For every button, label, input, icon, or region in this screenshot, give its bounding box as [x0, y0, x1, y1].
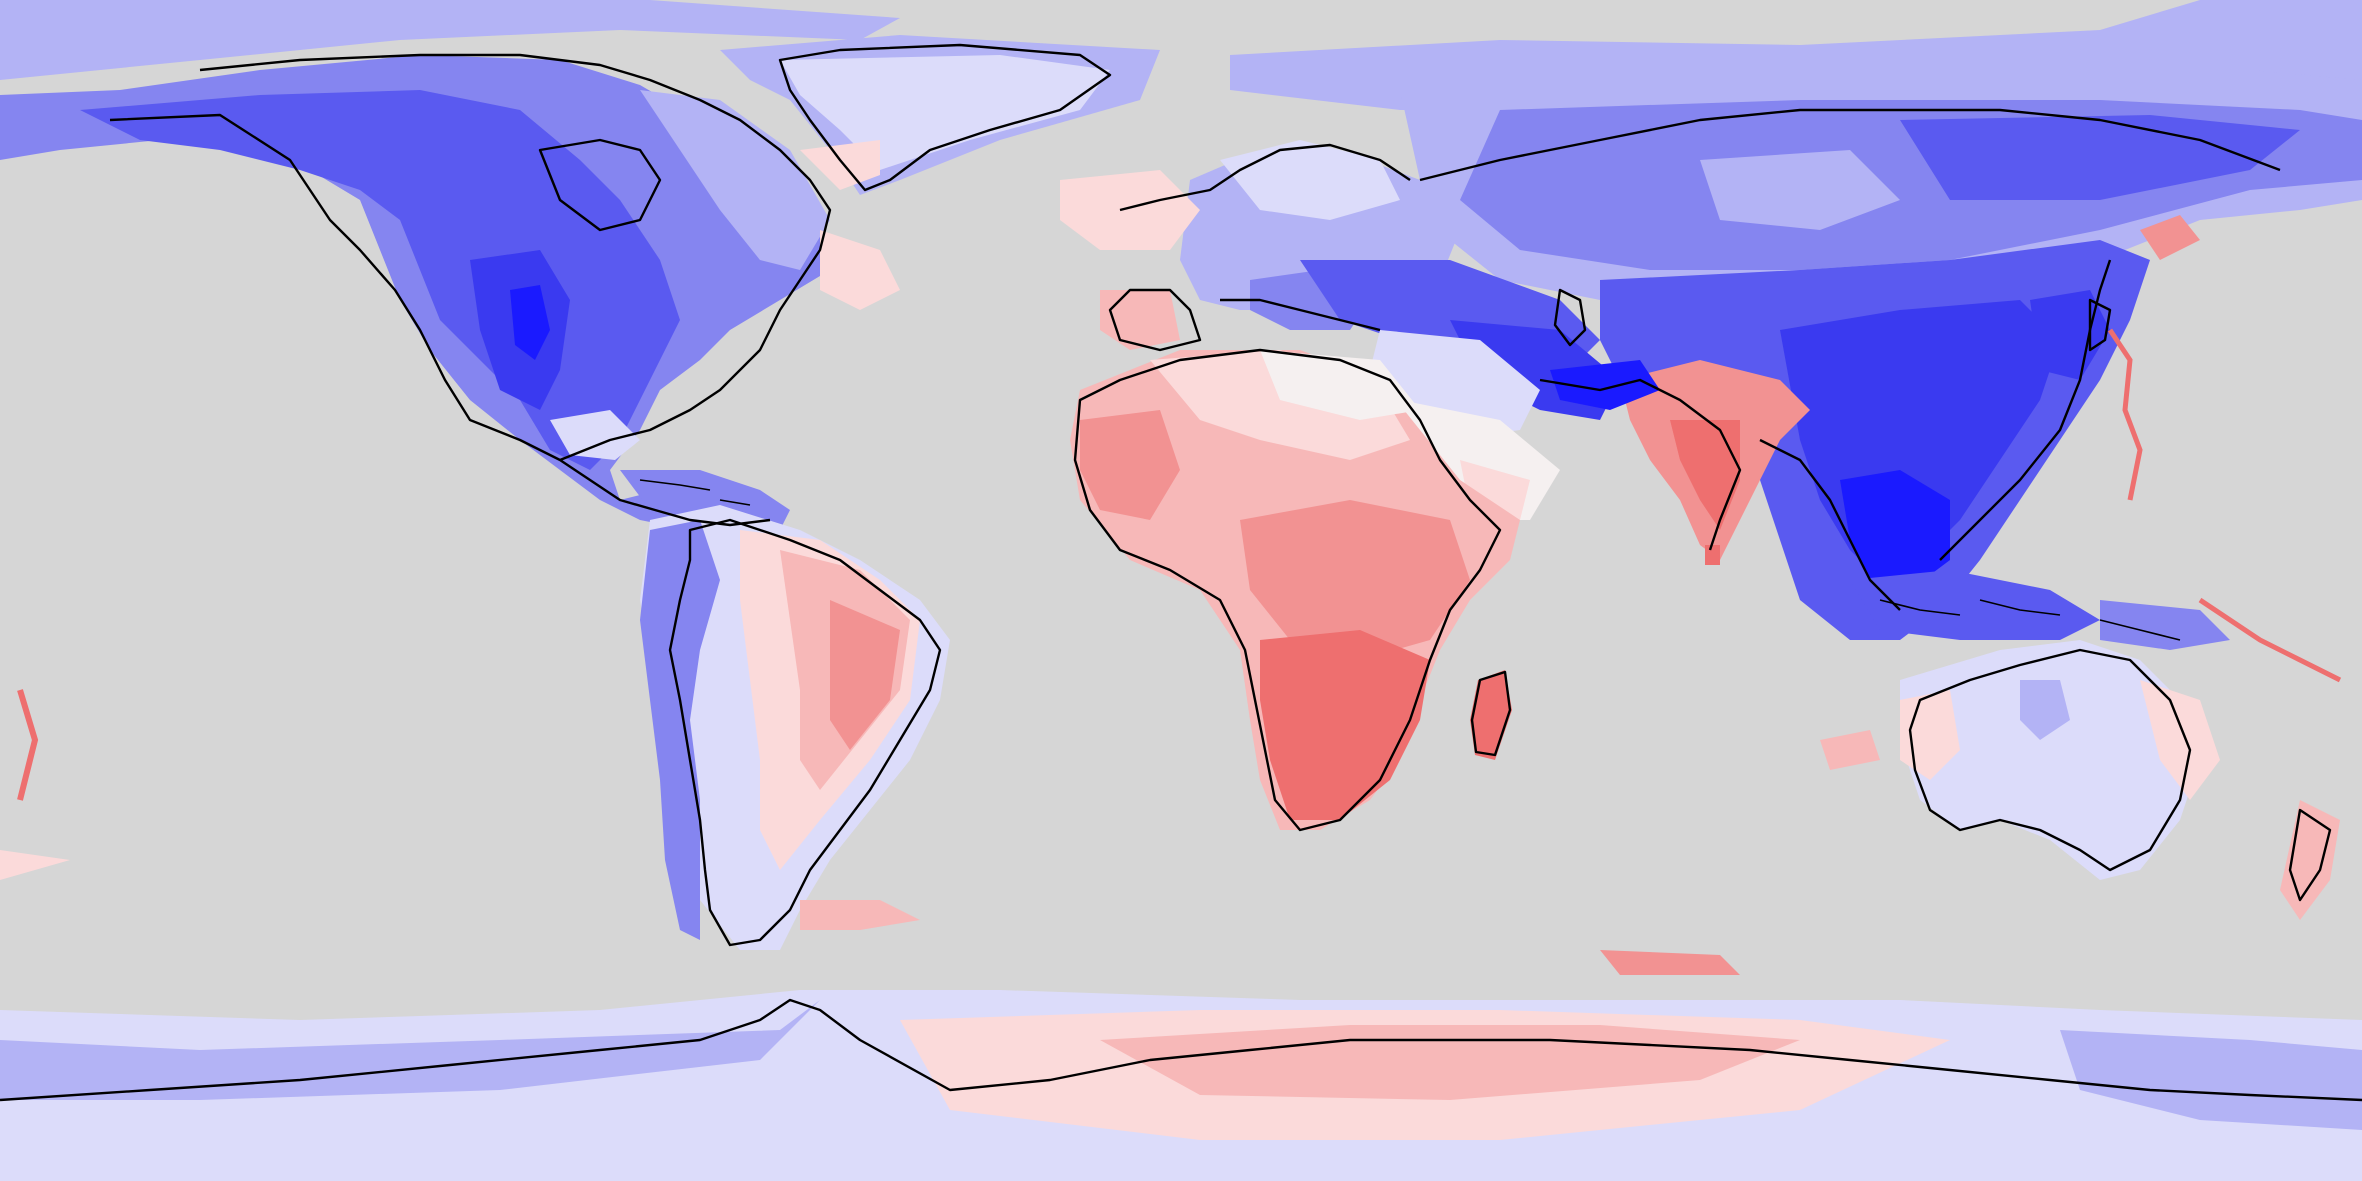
south-america-red-3: [830, 600, 900, 750]
coast-indonesia: [1879, 599, 2181, 641]
indian-ocean-red: [1820, 730, 1880, 770]
greenland-pink: [800, 140, 880, 190]
siberia-dark: [1900, 115, 2300, 200]
west-europe-red: [1060, 170, 1200, 250]
arctic-band: [0, 0, 900, 80]
coast-greenland: [778, 43, 1112, 192]
russia-light-patch: [1700, 150, 1900, 230]
coast-australia: [1908, 648, 2192, 872]
gulf-neutral: [550, 410, 640, 460]
coast-south-america: [668, 518, 942, 947]
north-africa-neutral: [1260, 350, 1420, 420]
sri-lanka: [1705, 545, 1720, 565]
coast-africa: [1073, 348, 1502, 832]
coast-japan: [2088, 298, 2112, 352]
coast-hudson: [538, 138, 662, 232]
far-east-red: [2140, 215, 2200, 260]
australia-base: [1900, 640, 2200, 880]
scandinavia: [1220, 140, 1400, 220]
patagonia-pink: [800, 900, 920, 930]
japan-red-arc: [2107, 328, 2143, 501]
antarctica-east-blue: [2060, 1030, 2362, 1130]
himalaya-blue: [1550, 360, 1660, 410]
iberia-red: [1100, 290, 1180, 350]
west-africa-red: [1080, 410, 1180, 520]
coast-caspian: [1553, 288, 1587, 347]
coast-caribbean: [639, 479, 751, 506]
antarctica-west-blue: [0, 1000, 820, 1100]
coastlines: [0, 43, 2362, 1102]
new-zealand: [2280, 800, 2340, 920]
labrador-red: [820, 230, 900, 310]
coast-north-america: [109, 53, 832, 527]
central-africa-red: [1240, 500, 1470, 660]
west-pacific-pink: [0, 850, 70, 880]
east-canada-light: [640, 90, 830, 270]
australia-blue-patch: [2020, 680, 2070, 740]
coast-antarctica: [0, 998, 2362, 1102]
coast-madagascar: [1470, 670, 1512, 757]
south-america-west-blue: [640, 520, 720, 940]
north-america-hotspot: [510, 285, 550, 360]
southeast-asia-islands: [1850, 570, 2100, 640]
new-guinea: [2100, 600, 2230, 650]
southeast-asia-core: [1840, 470, 1950, 590]
australia-east-pink: [2140, 680, 2220, 800]
coast-asia: [1419, 108, 2281, 611]
greenland-core: [780, 55, 1110, 170]
india-core: [1670, 420, 1740, 530]
coast-new-zealand: [2288, 808, 2332, 902]
southern-africa-red: [1260, 630, 1430, 820]
coast-europe: [1108, 143, 1411, 352]
west-pacific-red-arc: [17, 689, 39, 801]
southern-ocean-red: [1600, 950, 1740, 975]
pacific-red-arc: [2198, 597, 2342, 683]
